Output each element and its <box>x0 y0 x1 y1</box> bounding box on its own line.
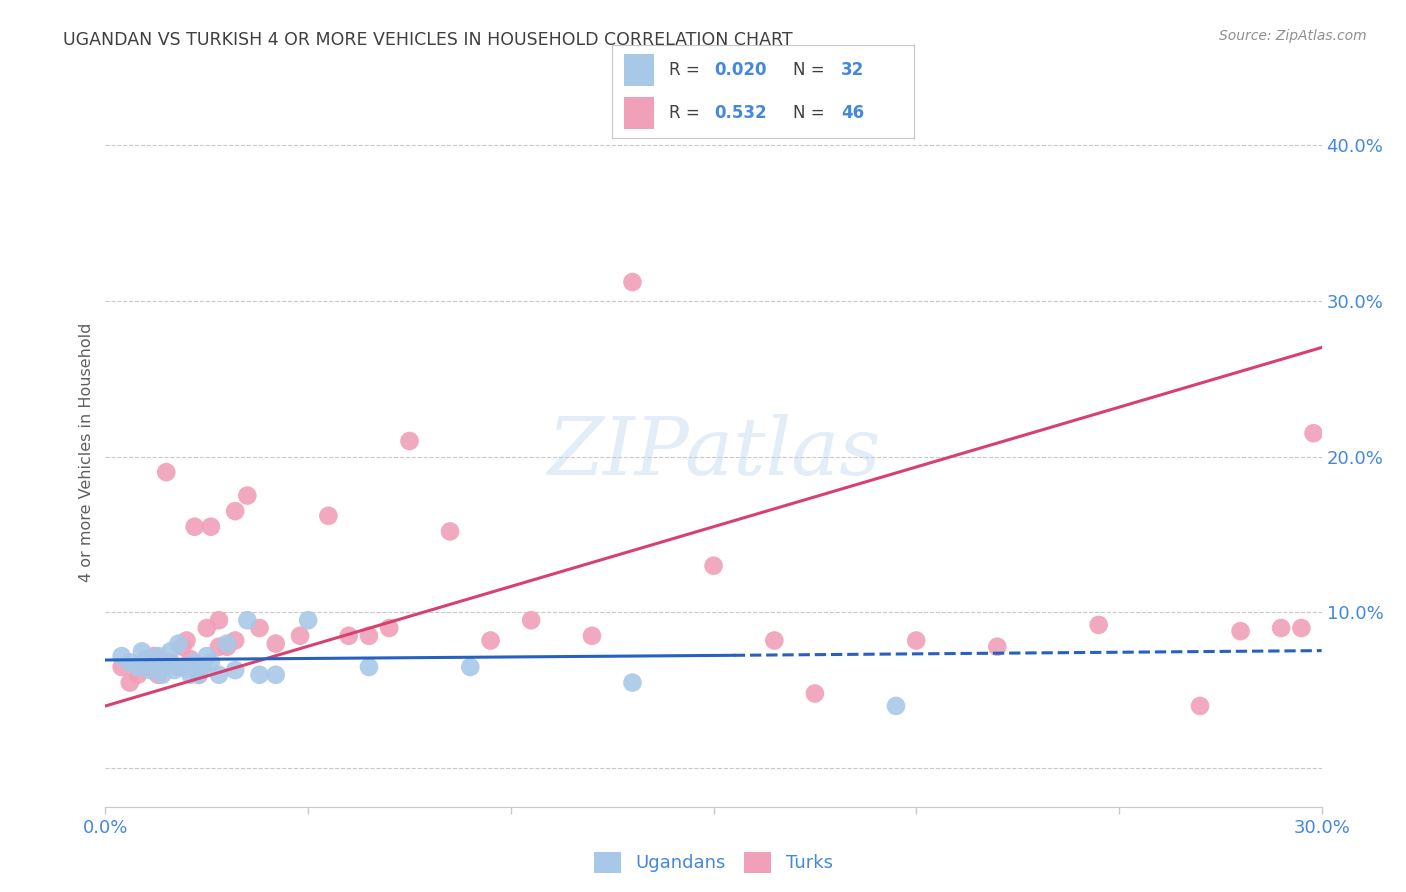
Point <box>479 633 502 648</box>
Point <box>127 667 149 681</box>
Point <box>378 621 401 635</box>
Point <box>621 675 644 690</box>
Point <box>127 660 149 674</box>
Point <box>884 698 907 713</box>
Text: N =: N = <box>793 104 830 122</box>
Point <box>208 640 231 654</box>
Point <box>208 667 231 681</box>
Point <box>176 633 198 648</box>
Point <box>224 663 246 677</box>
Point <box>217 640 239 654</box>
Point <box>200 656 222 670</box>
Point <box>155 465 177 479</box>
Point <box>520 613 543 627</box>
Point <box>986 640 1008 654</box>
Point <box>236 613 259 627</box>
Point <box>581 629 603 643</box>
Point <box>187 667 209 681</box>
Point <box>195 649 218 664</box>
Point <box>224 504 246 518</box>
Point <box>1229 624 1251 639</box>
Point <box>159 644 181 658</box>
Point <box>264 667 287 681</box>
Point <box>458 660 481 674</box>
Text: Source: ZipAtlas.com: Source: ZipAtlas.com <box>1219 29 1367 43</box>
Point <box>111 649 134 664</box>
Point <box>135 660 157 674</box>
Text: 32: 32 <box>841 61 865 78</box>
Point <box>439 524 461 539</box>
Point <box>118 656 141 670</box>
Point <box>288 629 311 643</box>
Point <box>1302 426 1324 441</box>
Point <box>337 629 360 643</box>
Text: ZIPatlas: ZIPatlas <box>547 414 880 491</box>
Point <box>1189 698 1212 713</box>
Point <box>249 667 271 681</box>
Text: N =: N = <box>793 61 830 78</box>
Point <box>143 656 166 670</box>
Point <box>187 667 209 681</box>
Point <box>398 434 420 448</box>
Point <box>146 667 169 681</box>
Point <box>111 660 134 674</box>
Point <box>217 637 239 651</box>
Point <box>183 519 205 533</box>
Legend: Ugandans, Turks: Ugandans, Turks <box>588 845 839 880</box>
Point <box>1270 621 1292 635</box>
Point <box>172 660 194 674</box>
Point <box>804 686 827 700</box>
FancyBboxPatch shape <box>624 54 654 86</box>
Point <box>357 629 380 643</box>
Point <box>1087 618 1109 632</box>
Text: R =: R = <box>669 104 704 122</box>
Point <box>249 621 271 635</box>
Point <box>264 637 287 651</box>
Text: 46: 46 <box>841 104 865 122</box>
Point <box>180 667 202 681</box>
Point <box>195 621 218 635</box>
Y-axis label: 4 or more Vehicles in Household: 4 or more Vehicles in Household <box>79 323 94 582</box>
Point <box>176 660 198 674</box>
Point <box>297 613 319 627</box>
Text: 0.532: 0.532 <box>714 104 768 122</box>
Point <box>167 637 190 651</box>
FancyBboxPatch shape <box>624 97 654 129</box>
Point <box>357 660 380 674</box>
Point <box>135 652 157 666</box>
Point <box>163 663 186 677</box>
Text: R =: R = <box>669 61 704 78</box>
Point <box>139 663 162 677</box>
Point <box>172 640 194 654</box>
Point <box>146 649 169 664</box>
Point <box>905 633 928 648</box>
Point <box>180 652 202 666</box>
Point <box>236 489 259 503</box>
Point <box>183 656 205 670</box>
Text: 0.020: 0.020 <box>714 61 766 78</box>
Point <box>200 519 222 533</box>
Text: UGANDAN VS TURKISH 4 OR MORE VEHICLES IN HOUSEHOLD CORRELATION CHART: UGANDAN VS TURKISH 4 OR MORE VEHICLES IN… <box>63 31 793 49</box>
Point <box>702 558 725 573</box>
Point <box>143 649 166 664</box>
Point <box>167 660 190 674</box>
Point <box>159 656 181 670</box>
Point <box>150 667 173 681</box>
Point <box>318 508 340 523</box>
Point <box>1291 621 1313 635</box>
Point <box>208 613 231 627</box>
Point <box>155 658 177 673</box>
Point <box>191 660 214 674</box>
Point <box>131 644 153 658</box>
Point <box>763 633 786 648</box>
Point <box>118 675 141 690</box>
Point <box>621 275 644 289</box>
Point <box>224 633 246 648</box>
